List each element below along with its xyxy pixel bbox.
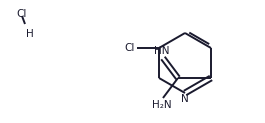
Text: HN: HN xyxy=(154,46,170,56)
Text: H₂N: H₂N xyxy=(152,100,172,110)
Text: N: N xyxy=(181,94,189,105)
Text: H: H xyxy=(26,29,34,39)
Text: Cl: Cl xyxy=(16,9,26,19)
Text: Cl: Cl xyxy=(125,43,135,53)
